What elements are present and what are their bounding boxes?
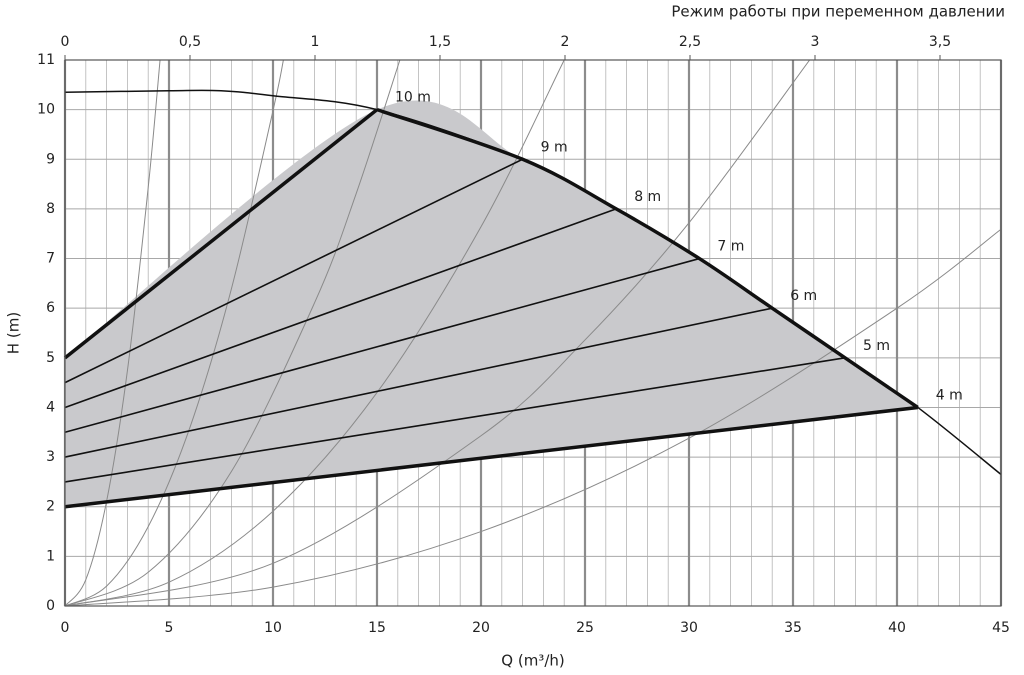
system-curve bbox=[65, 60, 811, 606]
x-tick-label: 0 bbox=[61, 620, 70, 636]
curve-label: 6 m bbox=[790, 288, 817, 304]
x-tick-label: 45 bbox=[992, 620, 1010, 636]
control-curve bbox=[64, 257, 700, 434]
y-tick-label: 5 bbox=[46, 350, 55, 366]
operating-area bbox=[65, 100, 918, 507]
y-tick-label: 10 bbox=[37, 102, 55, 118]
system-curve bbox=[65, 60, 401, 606]
x-tick-label: 30 bbox=[680, 620, 698, 636]
curve-label: 8 m bbox=[634, 189, 661, 205]
control-curve bbox=[64, 405, 919, 509]
y-axis-title: H (m) bbox=[5, 312, 23, 354]
control-curve bbox=[64, 158, 523, 384]
y-tick-label: 0 bbox=[46, 598, 55, 614]
y-tick-label: 7 bbox=[46, 251, 55, 267]
top-tick-label: 0,5 bbox=[179, 34, 201, 50]
curve-label: 5 m bbox=[863, 338, 890, 354]
x-tick-label: 20 bbox=[472, 620, 490, 636]
y-tick-label: 11 bbox=[37, 52, 55, 68]
system-curve bbox=[65, 60, 284, 606]
system-curve bbox=[65, 228, 1001, 606]
x-tick-label: 10 bbox=[264, 620, 282, 636]
y-tick-label: 9 bbox=[46, 151, 55, 167]
curve-label: 4 m bbox=[936, 387, 963, 403]
curve-label: 7 m bbox=[717, 239, 744, 255]
top-tick-label: 1,5 bbox=[429, 34, 451, 50]
control-curve bbox=[64, 357, 846, 483]
x-tick-label: 15 bbox=[368, 620, 386, 636]
top-tick-label: 3,5 bbox=[929, 34, 951, 50]
y-tick-label: 4 bbox=[46, 399, 55, 415]
system-curve bbox=[65, 60, 565, 606]
x-tick-label: 5 bbox=[165, 620, 174, 636]
top-tick-label: 2 bbox=[561, 34, 570, 50]
y-tick-label: 6 bbox=[46, 300, 55, 316]
y-tick-label: 2 bbox=[46, 499, 55, 515]
control-curve bbox=[64, 307, 773, 458]
x-tick-label: 25 bbox=[576, 620, 594, 636]
plot-frame bbox=[64, 59, 1002, 607]
top-axis-title: Режим работы при переменном давлении bbox=[671, 3, 1005, 21]
x-tick-label: 40 bbox=[888, 620, 906, 636]
control-curve bbox=[63, 108, 379, 360]
x-axis-title: Q (m³/h) bbox=[501, 652, 564, 670]
top-tick-label: 0 bbox=[61, 34, 70, 50]
y-tick-label: 1 bbox=[46, 548, 55, 564]
control-curve bbox=[64, 208, 617, 409]
top-tick-label: 2,5 bbox=[679, 34, 701, 50]
curve-label: 10 m bbox=[395, 90, 431, 106]
curve-label: 9 m bbox=[541, 139, 568, 155]
x-tick-label: 35 bbox=[784, 620, 802, 636]
top-tick-label: 1 bbox=[311, 34, 320, 50]
top-tick-label: 3 bbox=[811, 34, 820, 50]
y-tick-label: 8 bbox=[46, 201, 55, 217]
system-curve bbox=[65, 60, 161, 606]
y-tick-label: 3 bbox=[46, 449, 55, 465]
